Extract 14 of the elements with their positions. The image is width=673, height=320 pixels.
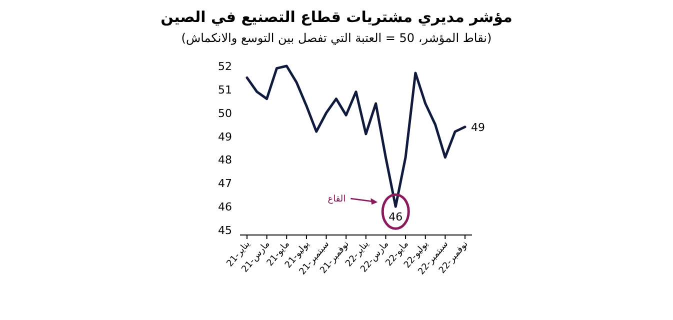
y-tick-label: 50 — [218, 106, 232, 120]
y-tick-label: 48 — [218, 154, 232, 167]
y-tick-label: 49 — [218, 130, 232, 144]
chart-title: مؤشر مديري مشتريات قطاع التصنيع في الصين — [160, 8, 512, 26]
y-tick-label: 46 — [218, 200, 232, 214]
data-label: 49 — [471, 120, 485, 134]
data-label: 46 — [388, 210, 403, 224]
annotation: القاع — [328, 194, 346, 205]
y-tick-label: 52 — [218, 60, 232, 73]
chart-subtitle: (نقاط المؤشر، 50 = العتبة التي تفصل بين التوسع والانكماش) — [181, 31, 492, 45]
y-tick-label: 45 — [218, 224, 232, 237]
y-tick-label: 51 — [218, 83, 232, 96]
y-tick-label: 47 — [218, 177, 232, 190]
line-series — [246, 64, 466, 208]
